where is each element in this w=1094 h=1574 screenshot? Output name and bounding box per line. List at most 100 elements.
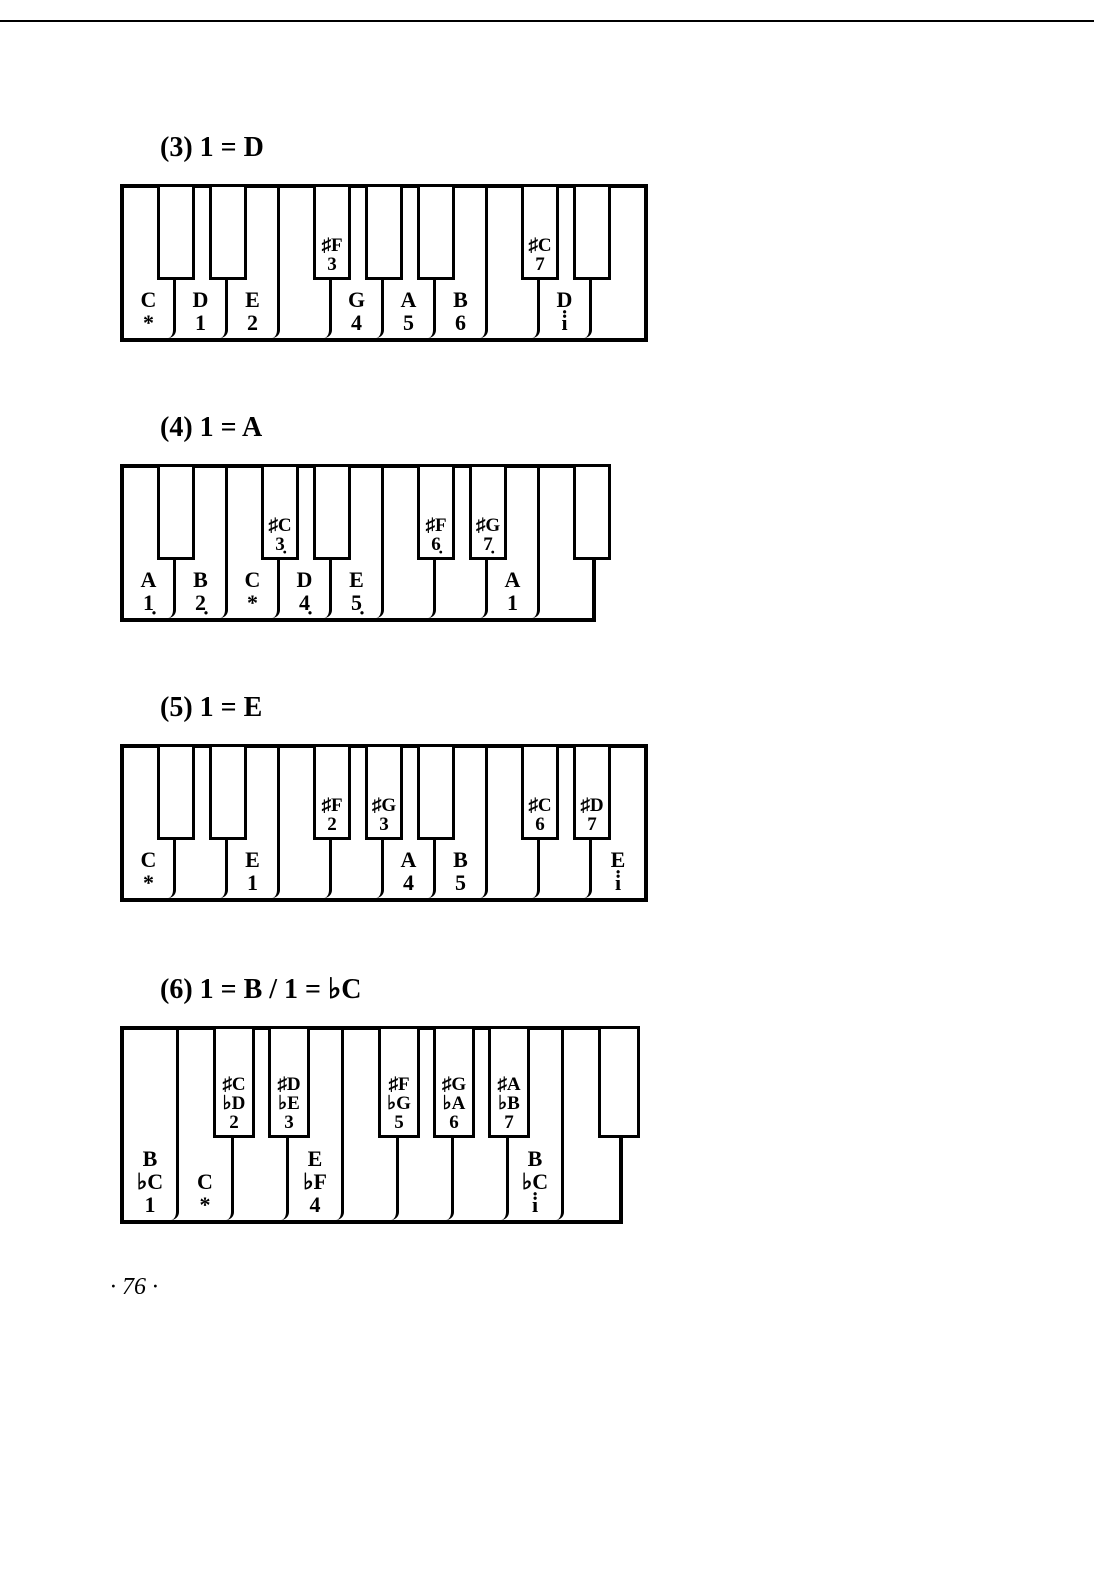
note-label: A [401, 848, 417, 871]
note-sublabel2: i̇ [532, 1193, 538, 1216]
page: (3) 1 = D C*D1E2G4A5B6Di̇♯F3♯C7 (4) 1 = … [0, 20, 1094, 1341]
note-label: C [197, 1170, 213, 1193]
note-label: E [611, 848, 626, 871]
note-sublabel: 4̣ [299, 591, 310, 614]
black-key: ♯G7̣ [469, 464, 507, 560]
note-label: E [349, 568, 364, 591]
black-key-label: 7̣ [483, 535, 493, 554]
black-key-label: ♯F [425, 516, 446, 535]
black-key: ♯F3 [313, 184, 351, 280]
note-label: E [308, 1147, 323, 1170]
black-key [573, 464, 611, 560]
black-key: ♯D7 [573, 744, 611, 840]
black-key-label: 5 [394, 1113, 404, 1132]
keyboard-diagram-b: B♭C1C*E♭F4B♭Ci̇♯C♭D2♯D♭E3♯F♭G5♯G♭A6♯A♭B7 [120, 1026, 623, 1224]
black-key-label: ♯G [442, 1075, 466, 1094]
note-sublabel: 1 [247, 871, 258, 894]
black-key [313, 464, 351, 560]
keyboard-diagram-d: C*D1E2G4A5B6Di̇♯F3♯C7 [120, 184, 648, 342]
note-label: E [245, 288, 260, 311]
black-key-label: ♯G [372, 796, 396, 815]
black-key-label: ♭A [443, 1094, 466, 1113]
note-label: C [245, 568, 261, 591]
black-key: ♯F6̣ [417, 464, 455, 560]
black-key-label: 3̣ [275, 535, 285, 554]
black-key [573, 184, 611, 280]
black-key-label: ♯C [528, 796, 551, 815]
black-key-label: ♭G [387, 1094, 411, 1113]
note-label: D [193, 288, 209, 311]
black-key: ♯F2 [313, 744, 351, 840]
black-key [157, 464, 195, 560]
note-sublabel: i̇ [615, 871, 621, 894]
black-key-label: 6̣ [431, 535, 441, 554]
black-key [209, 744, 247, 840]
note-sublabel: 2 [247, 311, 258, 334]
note-label: B [143, 1147, 158, 1170]
black-key-label: ♯C [222, 1075, 245, 1094]
black-key-label: ♯F [388, 1075, 409, 1094]
note-sublabel: i̇ [561, 311, 567, 334]
section-title: (4) 1 = A [160, 412, 994, 444]
note-label: D [297, 568, 313, 591]
black-key-label: 3 [379, 815, 389, 834]
section-e: (5) 1 = E C*E1A4B5Ei̇♯F2♯G3♯C6♯D7 [120, 692, 994, 902]
black-key-label: 2 [327, 815, 337, 834]
note-sublabel: * [143, 871, 154, 894]
black-key: ♯C3̣ [261, 464, 299, 560]
black-key-label: 7 [587, 815, 597, 834]
black-key: ♯G♭A6 [433, 1026, 475, 1138]
page-number: · 76 · [110, 1274, 994, 1301]
note-label: B [453, 288, 468, 311]
black-key-label: ♯D [580, 796, 603, 815]
section-title: (6) 1 = B / 1 = ♭C [160, 972, 994, 1006]
black-key-label: 7 [535, 255, 545, 274]
note-label: B [453, 848, 468, 871]
note-sublabel: 5̣ [351, 591, 362, 614]
keyboard-diagram-e: C*E1A4B5Ei̇♯F2♯G3♯C6♯D7 [120, 744, 648, 902]
note-label: A [141, 568, 157, 591]
black-key-label: 2 [229, 1113, 239, 1132]
note-sublabel: 1 [507, 591, 518, 614]
white-key: B♭C1 [124, 1030, 179, 1220]
note-label: D [557, 288, 573, 311]
note-label: B [193, 568, 208, 591]
black-key-label: 6 [449, 1113, 459, 1132]
note-label: C [141, 288, 157, 311]
black-key-label: ♯G [476, 516, 500, 535]
black-key-label: 6 [535, 815, 545, 834]
black-key: ♯C7 [521, 184, 559, 280]
black-key [598, 1026, 640, 1138]
note-label: C [141, 848, 157, 871]
note-sublabel2: 4 [310, 1193, 321, 1216]
black-key: ♯D♭E3 [268, 1026, 310, 1138]
note-sublabel: ♭C [522, 1170, 548, 1193]
note-label: G [348, 288, 365, 311]
black-key-label: 3 [327, 255, 337, 274]
black-key [417, 744, 455, 840]
black-key: ♯C♭D2 [213, 1026, 255, 1138]
note-sublabel: 6 [455, 311, 466, 334]
note-sublabel: * [247, 591, 258, 614]
section-title: (3) 1 = D [160, 132, 994, 164]
section-title: (5) 1 = E [160, 692, 994, 724]
section-a: (4) 1 = A A1̣B2̣C*D4̣E5̣A1♯C3̣♯F6̣♯G7̣ [120, 412, 994, 622]
note-sublabel: 4 [403, 871, 414, 894]
note-sublabel: 1 [195, 311, 206, 334]
black-key-label: ♯F [321, 796, 342, 815]
note-sublabel: ♭F [303, 1170, 327, 1193]
note-sublabel2: 1 [145, 1193, 156, 1216]
black-key: ♯A♭B7 [488, 1026, 530, 1138]
black-key [365, 184, 403, 280]
note-label: B [528, 1147, 543, 1170]
note-sublabel2: * [200, 1193, 211, 1216]
black-key-label: ♯C [268, 516, 291, 535]
section-d: (3) 1 = D C*D1E2G4A5B6Di̇♯F3♯C7 [120, 132, 994, 342]
note-label: A [505, 568, 521, 591]
black-key-label: ♯D [277, 1075, 300, 1094]
note-sublabel: * [143, 311, 154, 334]
black-key-label: ♭D [223, 1094, 246, 1113]
white-keys-row: B♭C1C*E♭F4B♭Ci̇ [124, 1030, 619, 1220]
note-sublabel: 5 [403, 311, 414, 334]
note-sublabel: 1̣ [143, 591, 154, 614]
